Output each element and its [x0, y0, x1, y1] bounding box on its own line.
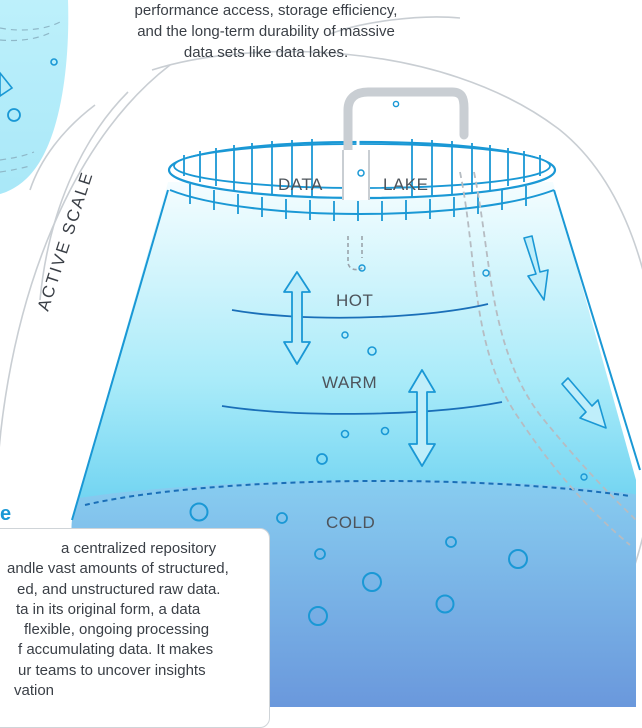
- hot-up-down-arrow: [283, 271, 311, 365]
- left-panel-line: ed, and unstructured raw data.: [17, 580, 221, 598]
- warm-up-down-arrow: [408, 369, 436, 467]
- left-panel-line: f accumulating data. It makes: [18, 641, 214, 659]
- flow-path-2: [473, 171, 637, 521]
- inflow-pipe: [342, 87, 469, 272]
- bucket-right-side: [553, 189, 641, 471]
- bubbles: [189, 269, 588, 626]
- warm-line: [221, 401, 503, 415]
- lake-label-lake: LAKE: [383, 175, 428, 194]
- left-panel-title: e: [0, 503, 12, 525]
- left-panel-line: a centralized repository: [61, 540, 217, 557]
- hot-line: [231, 303, 489, 319]
- left-panel-line: andle vast amounts of structured,: [7, 560, 229, 578]
- left-panel-text: a centralized repository andle vast amou…: [0, 539, 272, 701]
- cold-boundary: [84, 479, 631, 506]
- left-panel-line: flexible, ongoing processing: [24, 621, 210, 639]
- intro-line: performance access, storage efficiency,: [134, 2, 398, 19]
- down-arrow-right-2: [561, 377, 607, 429]
- left-water-blob: [0, 0, 69, 194]
- intro-line: and the long-term durability of massive: [137, 23, 395, 40]
- bucket-left-side: [71, 189, 169, 521]
- down-arrow-right-1: [523, 235, 549, 301]
- intro-line: data sets like data lakes.: [183, 44, 349, 61]
- tier-label-warm: WARM: [322, 373, 377, 392]
- tier-label-cold: COLD: [326, 513, 375, 532]
- lake-label-data: DATA: [278, 175, 323, 194]
- left-panel-box: [0, 528, 270, 728]
- tier-label-hot: HOT: [336, 291, 373, 310]
- left-panel-line: vation: [14, 682, 55, 700]
- outer-ring-top: [329, 16, 461, 35]
- inner-ring-left: [39, 91, 129, 301]
- flow-path-1: [459, 171, 631, 546]
- left-panel-line: ur teams to uncover insights: [18, 661, 206, 679]
- intro-text: performance access, storage efficiency, …: [96, 0, 436, 63]
- middle-ring-left: [29, 104, 96, 191]
- left-panel-line: ta in its original form, a data: [16, 600, 201, 618]
